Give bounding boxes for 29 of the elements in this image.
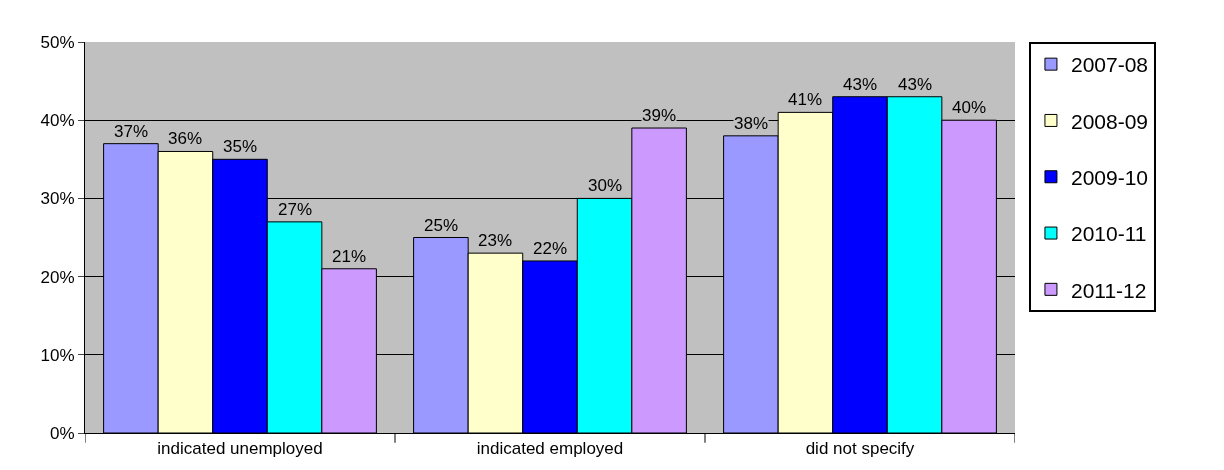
data-label: 40% <box>952 98 987 117</box>
y-tick-label: 0% <box>50 423 75 443</box>
data-label: 38% <box>734 114 769 133</box>
y-tick-label: 30% <box>40 189 75 209</box>
y-tick-label: 50% <box>40 32 75 52</box>
legend-label: 2010-11 <box>1070 222 1147 246</box>
legend-label: 2011-12 <box>1070 278 1147 302</box>
data-label: 27% <box>278 200 313 219</box>
y-tick-label: 10% <box>40 345 75 365</box>
data-label: 43% <box>843 75 878 94</box>
x-tick-label: did not specify <box>805 439 915 459</box>
legend-label: 2009-10 <box>1070 165 1149 189</box>
data-label: 43% <box>898 75 933 94</box>
data-label: 39% <box>642 106 677 125</box>
data-label: 22% <box>533 239 568 258</box>
data-label: 30% <box>588 176 623 195</box>
data-label: 35% <box>223 137 258 156</box>
data-label: 23% <box>478 231 513 250</box>
x-tick-label: indicated unemployed <box>157 439 323 459</box>
legend-label: 2007-08 <box>1070 53 1149 77</box>
data-label: 21% <box>332 247 367 266</box>
y-tick-label: 20% <box>40 267 75 287</box>
data-label: 37% <box>114 122 149 141</box>
data-label: 36% <box>168 129 203 148</box>
y-tick-label: 40% <box>40 111 75 131</box>
legend-label: 2008-09 <box>1070 109 1149 133</box>
data-label: 41% <box>788 90 823 109</box>
x-tick-label: indicated employed <box>476 439 624 459</box>
data-label: 25% <box>424 216 459 235</box>
